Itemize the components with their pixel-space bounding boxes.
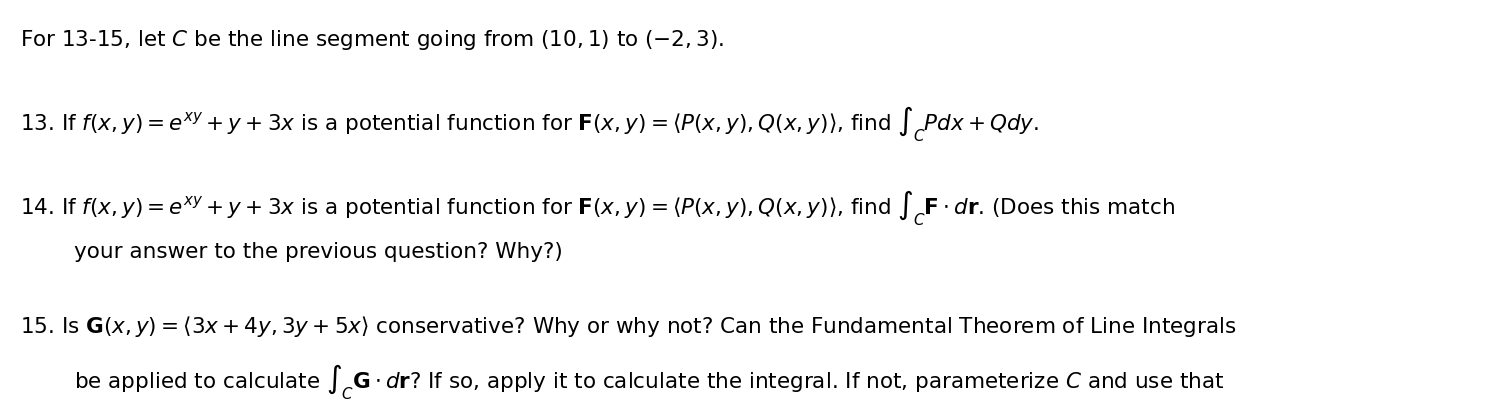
Text: be applied to calculate $\int_C \mathbf{G} \cdot d\mathbf{r}$? If so, apply it t: be applied to calculate $\int_C \mathbf{… xyxy=(74,362,1224,400)
Text: 14. If $f(x,y) = e^{xy} + y + 3x$ is a potential function for $\mathbf{F}(x,y) =: 14. If $f(x,y) = e^{xy} + y + 3x$ is a p… xyxy=(20,188,1175,228)
Text: For 13-15, let $\mathit{C}$ be the line segment going from $(10,1)$ to $(-2,3)$.: For 13-15, let $\mathit{C}$ be the line … xyxy=(20,28,724,52)
Text: your answer to the previous question? Why?): your answer to the previous question? Wh… xyxy=(74,242,563,262)
Text: 13. If $f(x,y) = e^{xy} + y + 3x$ is a potential function for $\mathbf{F}(x,y) =: 13. If $f(x,y) = e^{xy} + y + 3x$ is a p… xyxy=(20,104,1039,144)
Text: 15. Is $\mathbf{G}(x,y) = \langle 3x + 4y, 3y + 5x\rangle$ conservative? Why or : 15. Is $\mathbf{G}(x,y) = \langle 3x + 4… xyxy=(20,314,1236,339)
